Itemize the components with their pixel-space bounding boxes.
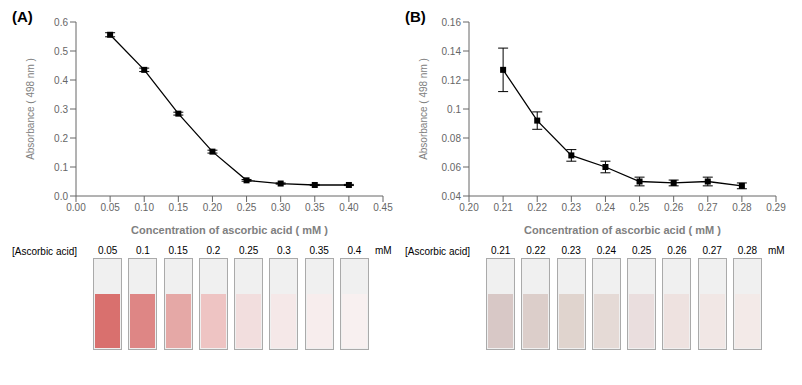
svg-text:0.15: 0.15 [169, 202, 189, 213]
svg-text:0.10: 0.10 [134, 202, 154, 213]
svg-text:0.22: 0.22 [527, 202, 547, 213]
html-text:(B): (B) [405, 8, 426, 25]
html-text:0.2: 0.2 [206, 245, 221, 256]
svg-text:0.28: 0.28 [732, 202, 752, 213]
html-text:0.05: 0.05 [97, 245, 118, 256]
svg-text:0.6: 0.6 [54, 17, 68, 28]
svg-text:0.16: 0.16 [442, 17, 462, 28]
svg-text:0.06: 0.06 [442, 162, 462, 173]
svg-text:0.1: 0.1 [447, 104, 461, 115]
svg-text:0.2: 0.2 [54, 133, 68, 144]
html-text:0.26: 0.26 [667, 245, 687, 256]
svg-text:0.29: 0.29 [766, 202, 786, 213]
svg-text:0.00: 0.00 [66, 202, 86, 213]
html-text:0.21: 0.21 [490, 245, 511, 256]
svg-text:0.20: 0.20 [459, 202, 479, 213]
svg-text:Concentration of ascorbic acid: Concentration of ascorbic acid ( mM ) [524, 224, 721, 236]
svg-text:Absorbance ( 498 nm ): Absorbance ( 498 nm ) [418, 58, 429, 160]
svg-text:0.21: 0.21 [493, 202, 513, 213]
svg-text:0.25: 0.25 [630, 202, 650, 213]
svg-text:0.3: 0.3 [54, 104, 68, 115]
svg-text:0.05: 0.05 [100, 202, 120, 213]
html-text:mM: mM [375, 245, 392, 256]
svg-text:Concentration of ascorbic acid: Concentration of ascorbic acid ( mM ) [131, 224, 328, 236]
svg-text:0.0: 0.0 [54, 191, 68, 202]
svg-text:0.4: 0.4 [54, 75, 68, 86]
html-text:0.1: 0.1 [135, 245, 150, 256]
svg-text:0.14: 0.14 [442, 46, 462, 57]
html-text:0.25: 0.25 [238, 245, 259, 256]
svg-text:0.25: 0.25 [237, 202, 257, 213]
html-text:0.28: 0.28 [737, 245, 758, 256]
html-text:[Ascorbic acid]: [Ascorbic acid] [12, 246, 77, 257]
html-text:0.23: 0.23 [561, 245, 581, 256]
svg-text:0.27: 0.27 [698, 202, 718, 213]
html-text:0.35: 0.35 [309, 245, 329, 256]
html-text:0.27: 0.27 [702, 245, 722, 256]
html-text:0.24: 0.24 [596, 245, 617, 256]
svg-text:0.23: 0.23 [562, 202, 582, 213]
svg-text:0.20: 0.20 [203, 202, 223, 213]
svg-text:0.24: 0.24 [596, 202, 616, 213]
svg-text:Absorbance ( 498 nm ): Absorbance ( 498 nm ) [25, 58, 36, 160]
html-text:0.4: 0.4 [347, 245, 362, 256]
svg-text:0.08: 0.08 [442, 133, 462, 144]
html-text:0.22: 0.22 [526, 245, 546, 256]
html-text:0.25: 0.25 [631, 245, 652, 256]
svg-text:0.12: 0.12 [442, 75, 462, 86]
svg-text:0.1: 0.1 [54, 162, 68, 173]
svg-text:0.40: 0.40 [339, 202, 359, 213]
html-text:[Ascorbic acid]: [Ascorbic acid] [405, 246, 470, 257]
html-text:0.3: 0.3 [276, 245, 291, 256]
svg-text:0.30: 0.30 [271, 202, 291, 213]
html-text:(A): (A) [12, 8, 33, 25]
svg-text:0.35: 0.35 [305, 202, 325, 213]
html-text:mM: mM [768, 245, 785, 256]
svg-text:0.45: 0.45 [373, 202, 393, 213]
svg-text:0.04: 0.04 [442, 191, 462, 202]
svg-text:0.5: 0.5 [54, 46, 68, 57]
html-text:0.15: 0.15 [168, 245, 188, 256]
svg-text:0.26: 0.26 [664, 202, 684, 213]
